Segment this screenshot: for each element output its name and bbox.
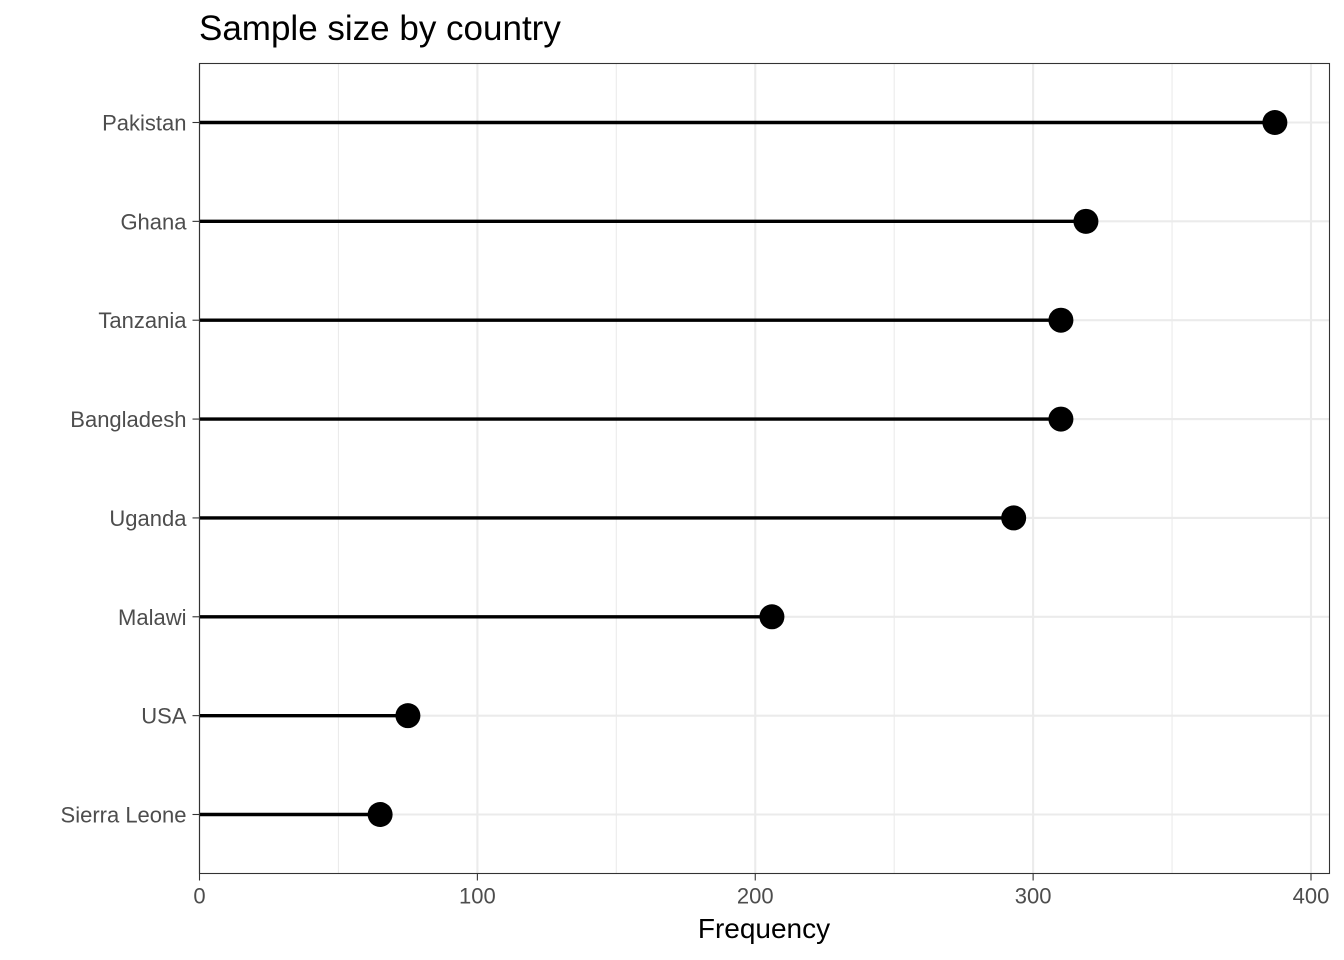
- lollipop-point: [395, 703, 421, 729]
- chart-title: Sample size by country: [199, 9, 561, 48]
- lollipop-point: [1001, 505, 1027, 531]
- y-tick-label: Ghana: [120, 209, 187, 234]
- y-tick-label: Malawi: [118, 605, 186, 630]
- lollipop-point: [1048, 307, 1074, 333]
- x-tick-label: 300: [1015, 884, 1052, 909]
- panel-border: [198, 62, 1331, 875]
- x-axis-title: Frequency: [698, 913, 830, 944]
- y-tick-label: Pakistan: [102, 111, 186, 136]
- axes: Pakistan Ghana Tanzania Bangladesh Uganda Mal…: [61, 111, 1330, 909]
- lollipop-marks: [199, 110, 1288, 827]
- y-tick-label: Uganda: [109, 506, 187, 531]
- x-tick-label: 400: [1293, 884, 1330, 909]
- lollipop-point: [1048, 406, 1074, 432]
- x-tick-label: 200: [737, 884, 774, 909]
- grid-lines: [198, 63, 1330, 874]
- x-tick-label: 100: [459, 884, 496, 909]
- y-tick-label: Tanzania: [98, 308, 187, 333]
- lollipop-point: [759, 604, 785, 630]
- lollipop-point: [1262, 110, 1288, 135]
- x-tick-label: 0: [193, 884, 205, 909]
- y-tick-label: USA: [141, 704, 187, 729]
- y-tick-label: Bangladesh: [70, 407, 186, 432]
- y-tick-label: Sierra Leone: [61, 803, 187, 828]
- lollipop-point: [1073, 208, 1099, 234]
- lollipop-point: [367, 802, 393, 827]
